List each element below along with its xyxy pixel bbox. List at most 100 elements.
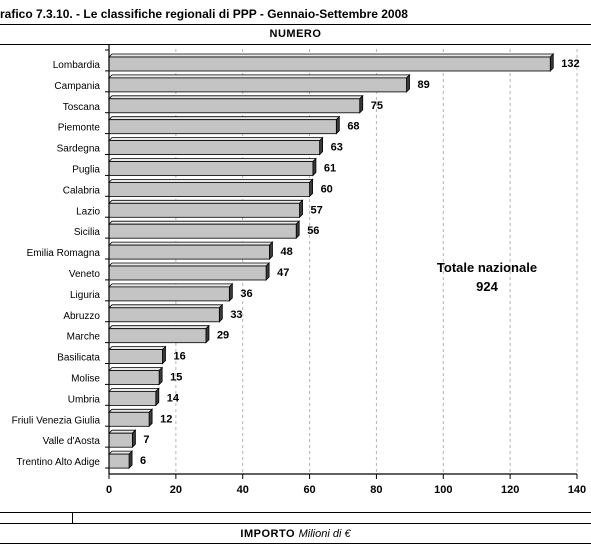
- category-label: Lombardia: [53, 60, 101, 71]
- category-label: Marche: [67, 332, 101, 343]
- data-label: 47: [277, 267, 289, 279]
- bar: [108, 453, 130, 469]
- bar-side-face: [549, 53, 554, 72]
- data-label: 6: [140, 455, 146, 467]
- bar-top-face: [108, 178, 314, 183]
- bar-top-face: [108, 325, 210, 330]
- data-label: 61: [324, 163, 336, 175]
- totale-nazionale-value: 924: [476, 279, 498, 294]
- bottom-divider-tick: [72, 512, 73, 524]
- bar-top-face: [108, 429, 137, 434]
- section-label-numero: NUMERO: [269, 28, 322, 40]
- importo-label: IMPORTO: [240, 528, 296, 540]
- data-label: 14: [167, 392, 180, 404]
- category-label: Sicilia: [74, 227, 101, 238]
- bar-side-face: [128, 450, 133, 470]
- x-tick-label: 140: [568, 484, 586, 496]
- bar: [108, 56, 551, 72]
- bottom-divider-3: [0, 543, 591, 544]
- bar-side-face: [205, 324, 210, 344]
- importo-unit: Milioni di €: [298, 528, 351, 540]
- bar: [108, 98, 361, 114]
- category-label: Abruzzo: [63, 311, 100, 322]
- totale-nazionale-label: Totale nazionale: [436, 260, 538, 275]
- category-label: Sardegna: [57, 144, 101, 155]
- data-label: 57: [311, 204, 323, 216]
- bar: [108, 77, 407, 93]
- bottom-divider-2: [0, 523, 591, 524]
- bar-side-face: [228, 282, 233, 302]
- category-label: Valle d'Aosta: [43, 436, 101, 447]
- x-tick-label: 100: [434, 484, 452, 496]
- bar-top-face: [108, 158, 317, 162]
- bar-top-face: [108, 74, 411, 79]
- bar-top-face: [108, 95, 364, 100]
- bar: [108, 432, 133, 448]
- category-label: Toscana: [63, 102, 101, 113]
- bar-top-face: [108, 408, 154, 413]
- totale-nazionale-annotation: Totale nazionale 924: [407, 258, 567, 296]
- x-tick-label: 40: [237, 484, 249, 496]
- bar: [108, 265, 267, 281]
- bar-side-face: [148, 408, 153, 428]
- bar-side-face: [265, 262, 270, 281]
- category-label: Basilicata: [57, 353, 100, 364]
- bar: [108, 370, 160, 385]
- data-label: 68: [347, 121, 359, 133]
- x-tick-label: 120: [501, 484, 519, 496]
- data-label: 48: [280, 246, 292, 258]
- data-label: 75: [371, 100, 383, 112]
- bar-side-face: [155, 387, 160, 407]
- bar-top-face: [108, 346, 167, 351]
- category-label: Emilia Romagna: [27, 248, 101, 259]
- category-label: Calabria: [63, 185, 101, 196]
- bar-top-face: [108, 367, 164, 371]
- bar-side-face: [319, 136, 324, 156]
- bar-side-face: [312, 157, 317, 177]
- data-label: 36: [240, 288, 252, 300]
- category-label: Liguria: [70, 290, 100, 301]
- bar-side-face: [406, 73, 410, 93]
- category-label: Piemonte: [58, 123, 101, 134]
- data-label: 12: [160, 413, 172, 425]
- data-label: 89: [418, 79, 430, 91]
- data-label: 7: [143, 434, 149, 446]
- bar: [108, 223, 297, 239]
- bar-side-face: [295, 220, 300, 240]
- bar-top-face: [108, 241, 274, 246]
- bar: [108, 411, 150, 427]
- bar-side-face: [335, 115, 340, 135]
- bar-top-face: [108, 137, 324, 142]
- bar-top-face: [108, 53, 555, 58]
- bar-side-face: [309, 178, 313, 198]
- bar-side-face: [359, 94, 364, 114]
- data-label: 33: [230, 309, 242, 321]
- data-label: 29: [217, 330, 229, 342]
- x-tick-label: 0: [106, 484, 112, 496]
- bar-top-face: [108, 116, 341, 121]
- x-tick-label: 80: [370, 484, 382, 496]
- data-label: 56: [307, 225, 319, 237]
- data-label: 63: [331, 142, 343, 154]
- bar: [108, 161, 314, 176]
- category-label: Puglia: [72, 165, 100, 176]
- category-label: Friuli Venezia Giulia: [12, 415, 101, 426]
- section-label-importo: IMPORTO Milioni di €: [0, 528, 591, 540]
- bar-side-face: [269, 241, 273, 261]
- bar: [108, 202, 300, 218]
- bar-top-face: [108, 450, 134, 455]
- data-label: 132: [561, 58, 579, 70]
- data-label: 16: [173, 351, 185, 363]
- bar: [108, 390, 157, 406]
- data-label: 15: [170, 372, 182, 384]
- bar-top-face: [108, 387, 160, 392]
- bar-top-face: [108, 283, 234, 288]
- category-label: Molise: [71, 374, 100, 385]
- title-divider: [0, 24, 591, 25]
- bar: [108, 328, 207, 344]
- bar-top-face: [108, 304, 224, 309]
- bar: [108, 349, 163, 365]
- category-label: Trentino Alto Adige: [16, 457, 100, 468]
- bar-side-face: [158, 366, 163, 386]
- bar-side-face: [131, 429, 136, 449]
